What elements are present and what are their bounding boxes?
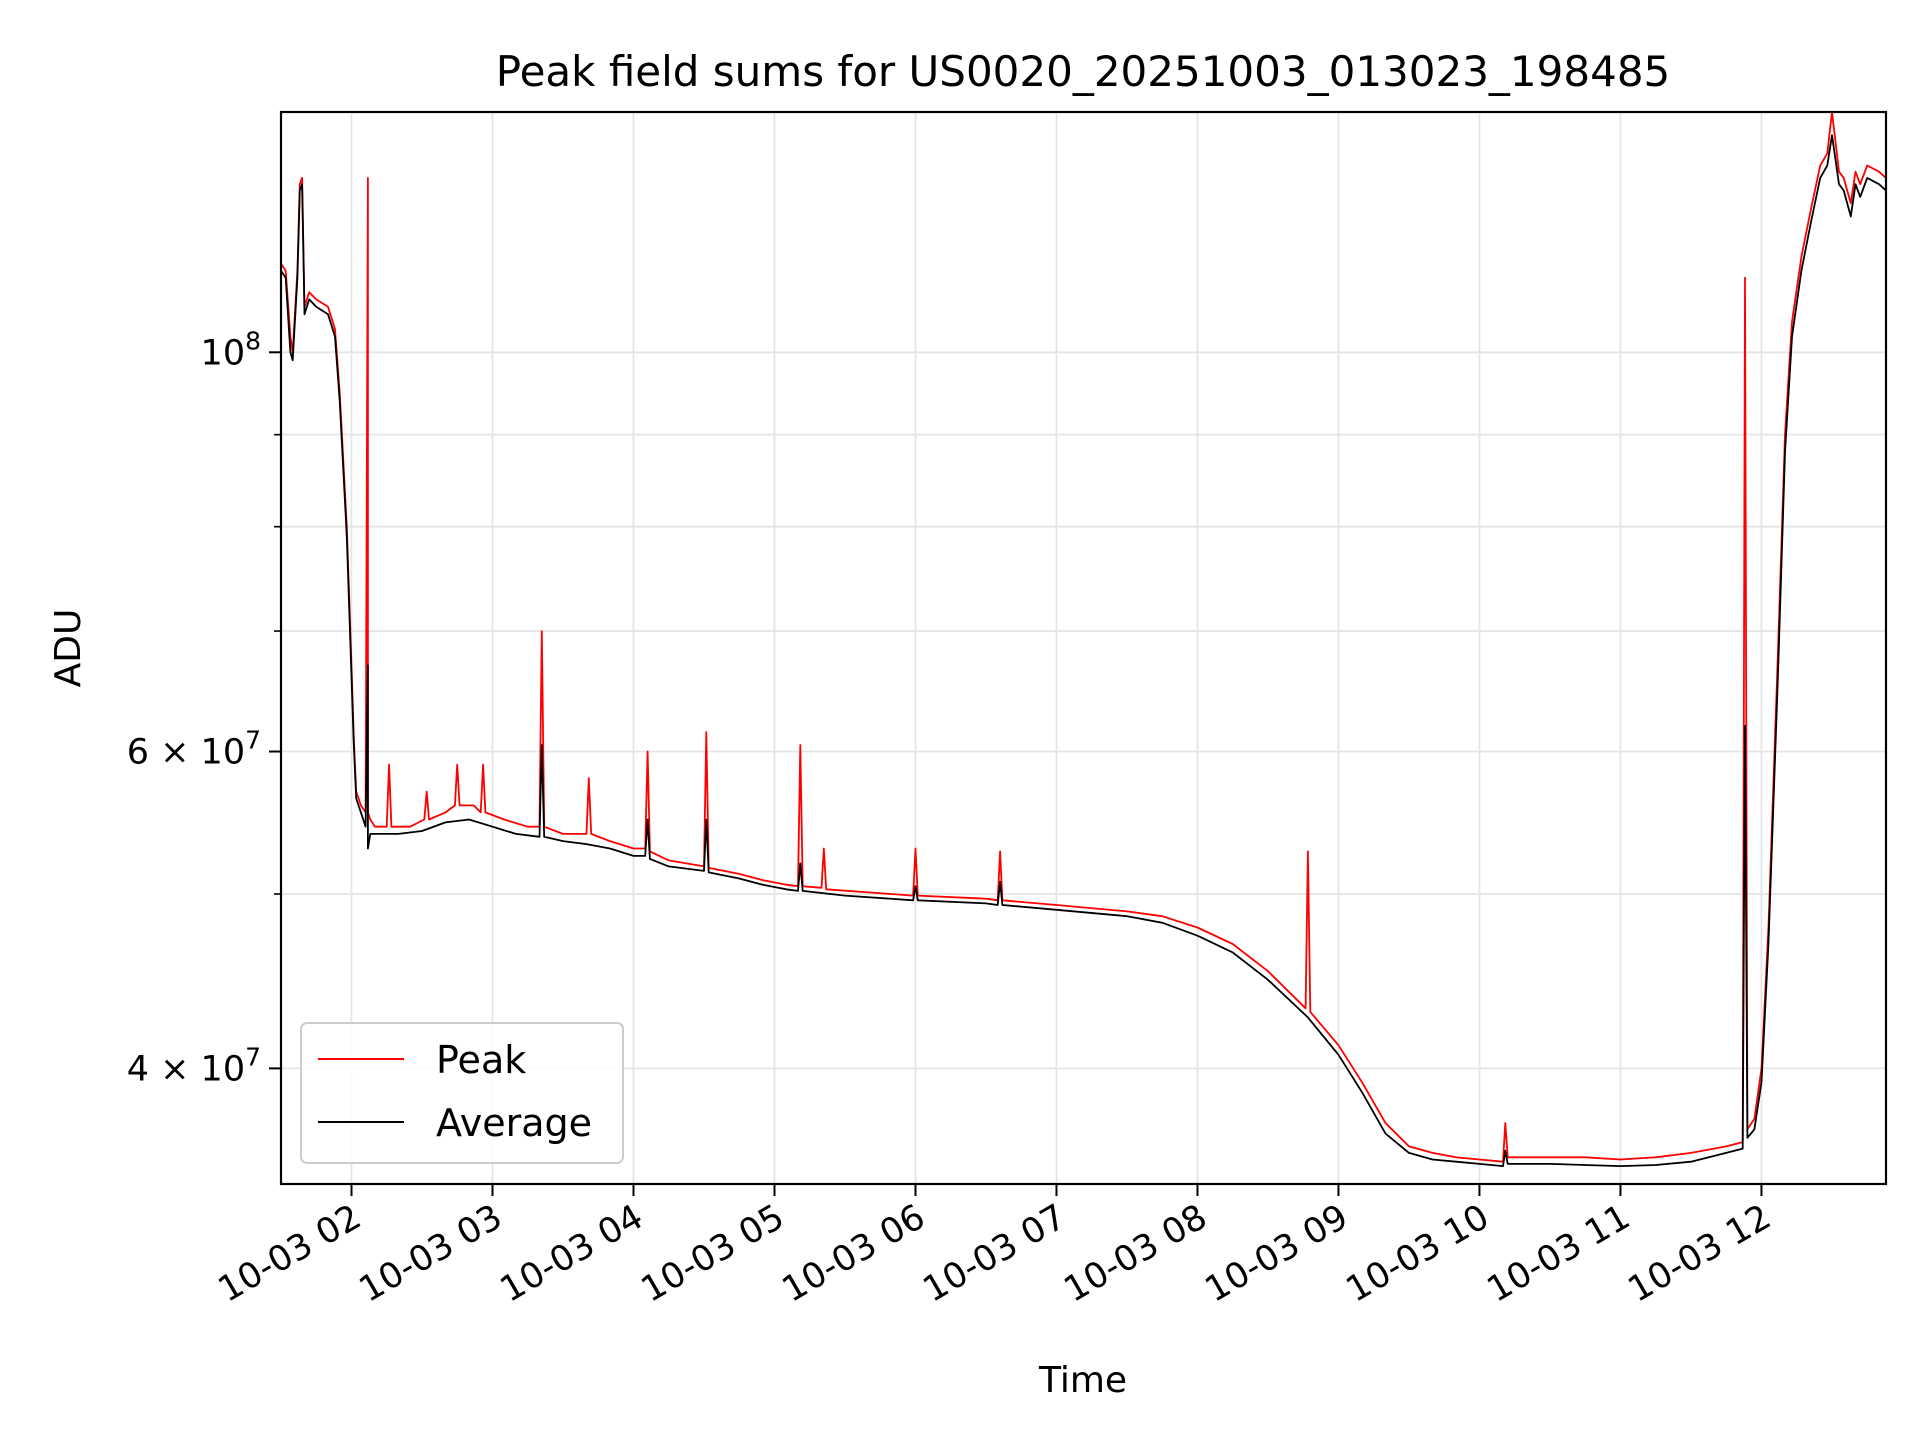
x-axis-label: Time bbox=[1038, 1360, 1127, 1401]
legend: Peak Average bbox=[300, 1022, 624, 1164]
y-tick-label: 108 bbox=[201, 326, 261, 373]
y-tick-label: 6 × 107 bbox=[127, 726, 261, 773]
chart-title: Peak field sums for US0020_20251003_0130… bbox=[496, 47, 1671, 96]
series-line-average bbox=[281, 134, 1886, 1167]
y-axis-label: ADU bbox=[48, 609, 89, 688]
plot-frame bbox=[279, 110, 1888, 1186]
series-layer bbox=[281, 112, 1886, 1167]
grid bbox=[281, 112, 1886, 1184]
y-axis: 108 6 × 107 4 × 107 bbox=[127, 326, 281, 1089]
y-tick-label: 4 × 107 bbox=[127, 1042, 261, 1089]
legend-label-peak: Peak bbox=[436, 1038, 526, 1082]
legend-label-average: Average bbox=[436, 1101, 592, 1145]
